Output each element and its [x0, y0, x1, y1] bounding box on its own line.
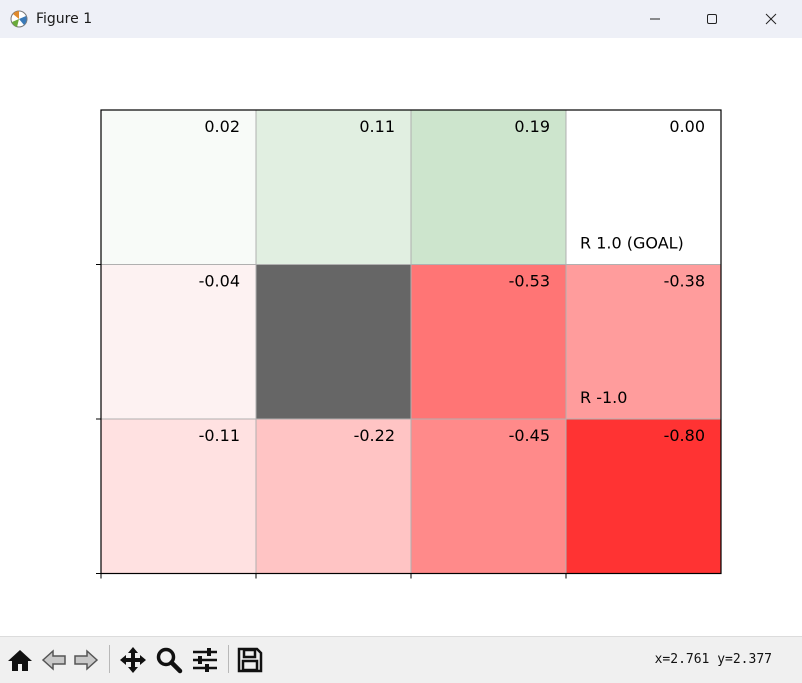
cell-value-label: -0.04 — [199, 272, 240, 291]
pan-button[interactable] — [117, 645, 149, 675]
gridworld-heatmap: 0.02 0.11 0.19 0.00 R 1.0 (GOAL) -0.04 -0.53 -0… — [96, 109, 722, 579]
cell-value-label: -0.38 — [664, 272, 705, 291]
minimize-button[interactable] — [632, 0, 678, 38]
toolbar-separator — [228, 645, 229, 673]
window-title: Figure 1 — [36, 11, 93, 27]
cell-value-label: 0.19 — [514, 117, 550, 136]
heatmap-cell — [100, 264, 257, 420]
cell-value-label: 0.02 — [204, 117, 240, 136]
home-button[interactable] — [4, 645, 36, 675]
move-icon — [120, 647, 146, 673]
matplotlib-app-icon — [10, 10, 28, 28]
heatmap-cell — [100, 418, 257, 574]
maximize-button[interactable] — [689, 0, 735, 38]
wall-cell — [255, 264, 412, 420]
cursor-coordinates: x=2.761 y=2.377 — [654, 652, 772, 667]
minimize-icon — [650, 18, 660, 20]
cell-value-label: 0.00 — [669, 117, 705, 136]
cell-reward-label: R 1.0 (GOAL) — [580, 234, 684, 253]
heatmap-cell — [410, 109, 567, 265]
close-button[interactable] — [748, 0, 794, 38]
cell-value-label: 0.11 — [359, 117, 395, 136]
heatmap-cell — [410, 264, 567, 420]
close-icon — [765, 13, 777, 25]
heatmap-cell — [565, 418, 722, 574]
magnifier-icon — [156, 647, 183, 674]
heatmap-cell — [410, 418, 567, 574]
toolbar: x=2.761 y=2.377 — [0, 636, 802, 683]
save-button[interactable] — [234, 645, 266, 675]
floppy-disk-icon — [237, 647, 263, 673]
back-button[interactable] — [38, 645, 70, 675]
toolbar-separator — [109, 645, 110, 673]
title-bar: Figure 1 — [0, 0, 802, 38]
cell-reward-label: R -1.0 — [580, 388, 627, 407]
cell-value-label: -0.80 — [664, 426, 705, 445]
cell-value-label: -0.22 — [354, 426, 395, 445]
figure-canvas[interactable]: 0.02 0.11 0.19 0.00 R 1.0 (GOAL) -0.04 -0.53 -0… — [0, 38, 802, 636]
home-icon — [8, 650, 32, 671]
sliders-icon — [193, 648, 217, 672]
arrow-left-icon — [41, 649, 66, 671]
configure-subplots-button[interactable] — [189, 645, 221, 675]
forward-button[interactable] — [70, 645, 102, 675]
arrow-right-icon — [74, 649, 99, 671]
zoom-button[interactable] — [153, 645, 185, 675]
cell-value-label: -0.53 — [509, 272, 550, 291]
maximize-icon — [707, 14, 717, 24]
cell-value-label: -0.11 — [199, 426, 240, 445]
cell-value-label: -0.45 — [509, 426, 550, 445]
heatmap-cell — [565, 264, 722, 420]
